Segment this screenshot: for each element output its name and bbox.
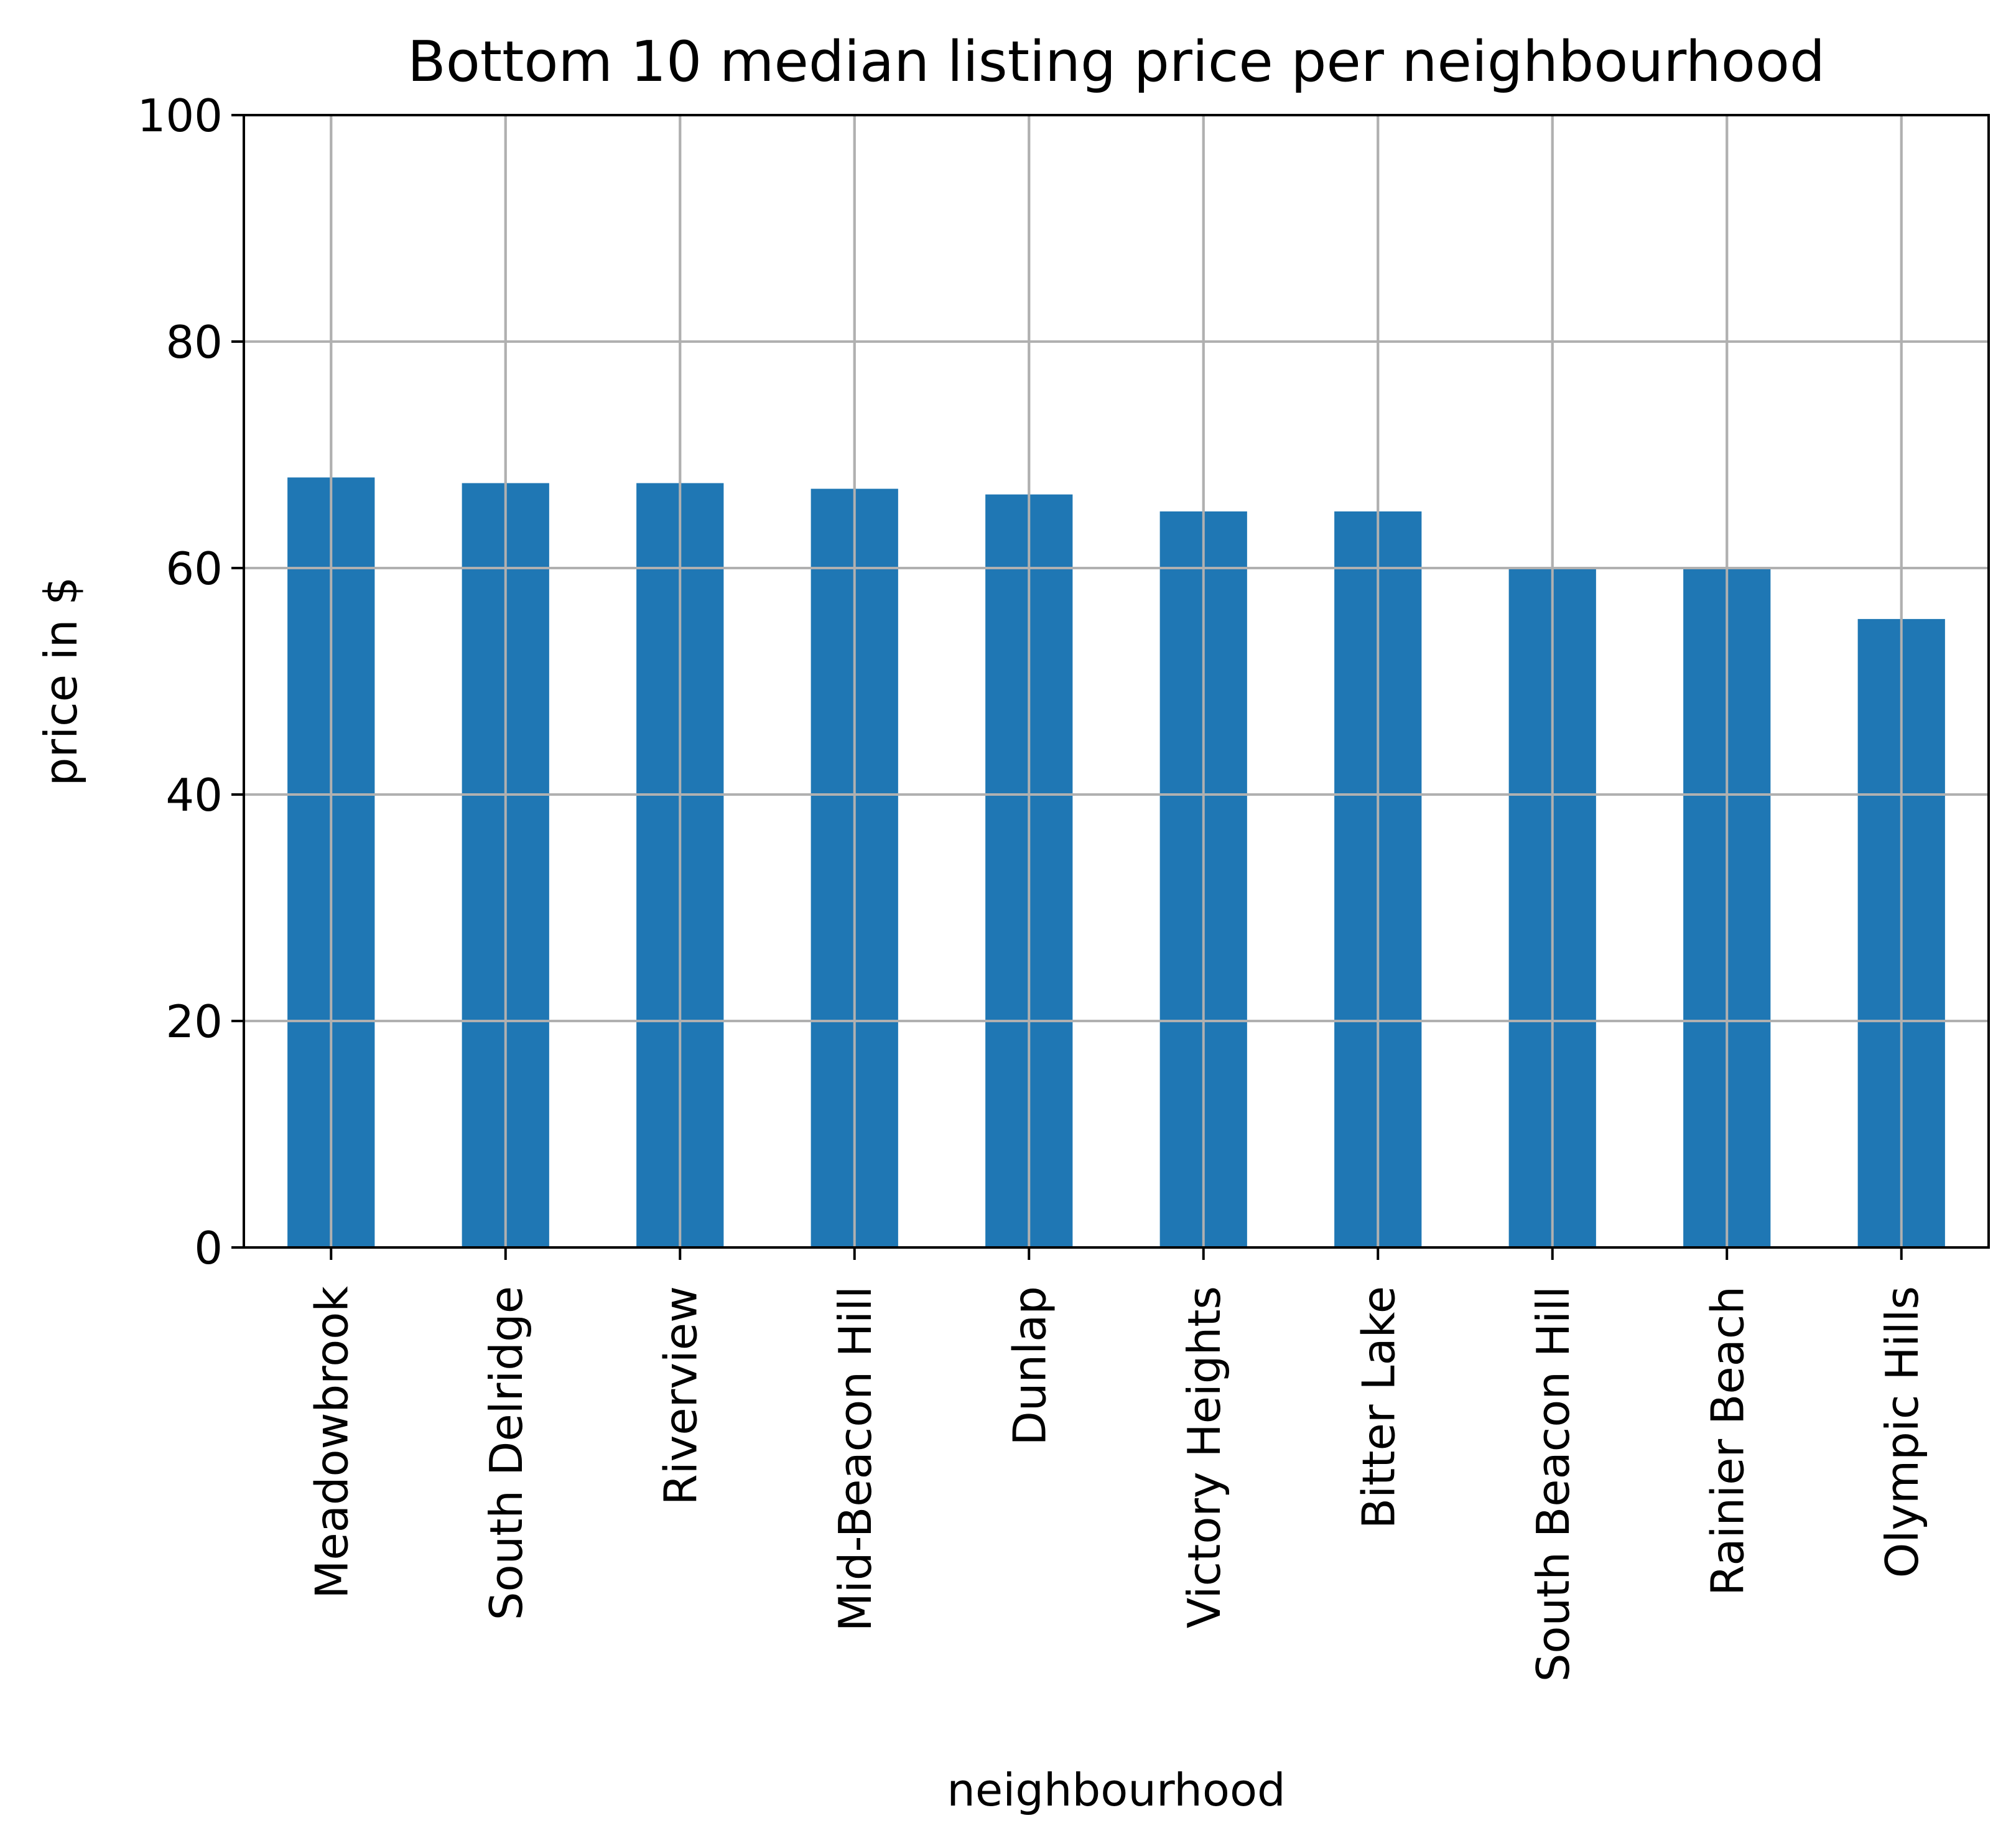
x-tick-label: Riverview (654, 1286, 707, 1505)
plot-frame (243, 114, 1990, 1249)
y-tick-label: 0 (194, 1222, 223, 1274)
x-tick-label: Meadowbrook (305, 1286, 358, 1599)
y-tick-label: 80 (165, 316, 223, 368)
y-axis-label: price in $ (35, 577, 87, 786)
y-tick-label: 60 (165, 543, 223, 595)
x-tick-label: South Delridge (480, 1286, 532, 1620)
chart-title: Bottom 10 median listing price per neigh… (407, 29, 1825, 95)
x-tick-label: Rainier Beach (1701, 1286, 1754, 1596)
x-tick-label: South Beacon Hill (1527, 1286, 1579, 1682)
axis-ticks: 0 20 40 60 80 100 Meadowbrook South Delridge Riv… (137, 90, 1928, 1682)
x-axis-label: neighbourhood (947, 1764, 1285, 1816)
x-tick-label: Victory Heights (1178, 1286, 1230, 1628)
y-tick-label: 20 (165, 995, 223, 1048)
y-tick-label: 40 (165, 769, 223, 821)
bars (244, 115, 1989, 1248)
x-tick-label: Olympic Hills (1876, 1286, 1928, 1578)
x-tick-label: Bitter Lake (1352, 1286, 1405, 1529)
y-tick-label: 100 (137, 90, 223, 142)
x-tick-label: Mid-Beacon Hill (829, 1286, 881, 1631)
x-tick-label: Dunlap (1003, 1286, 1056, 1446)
